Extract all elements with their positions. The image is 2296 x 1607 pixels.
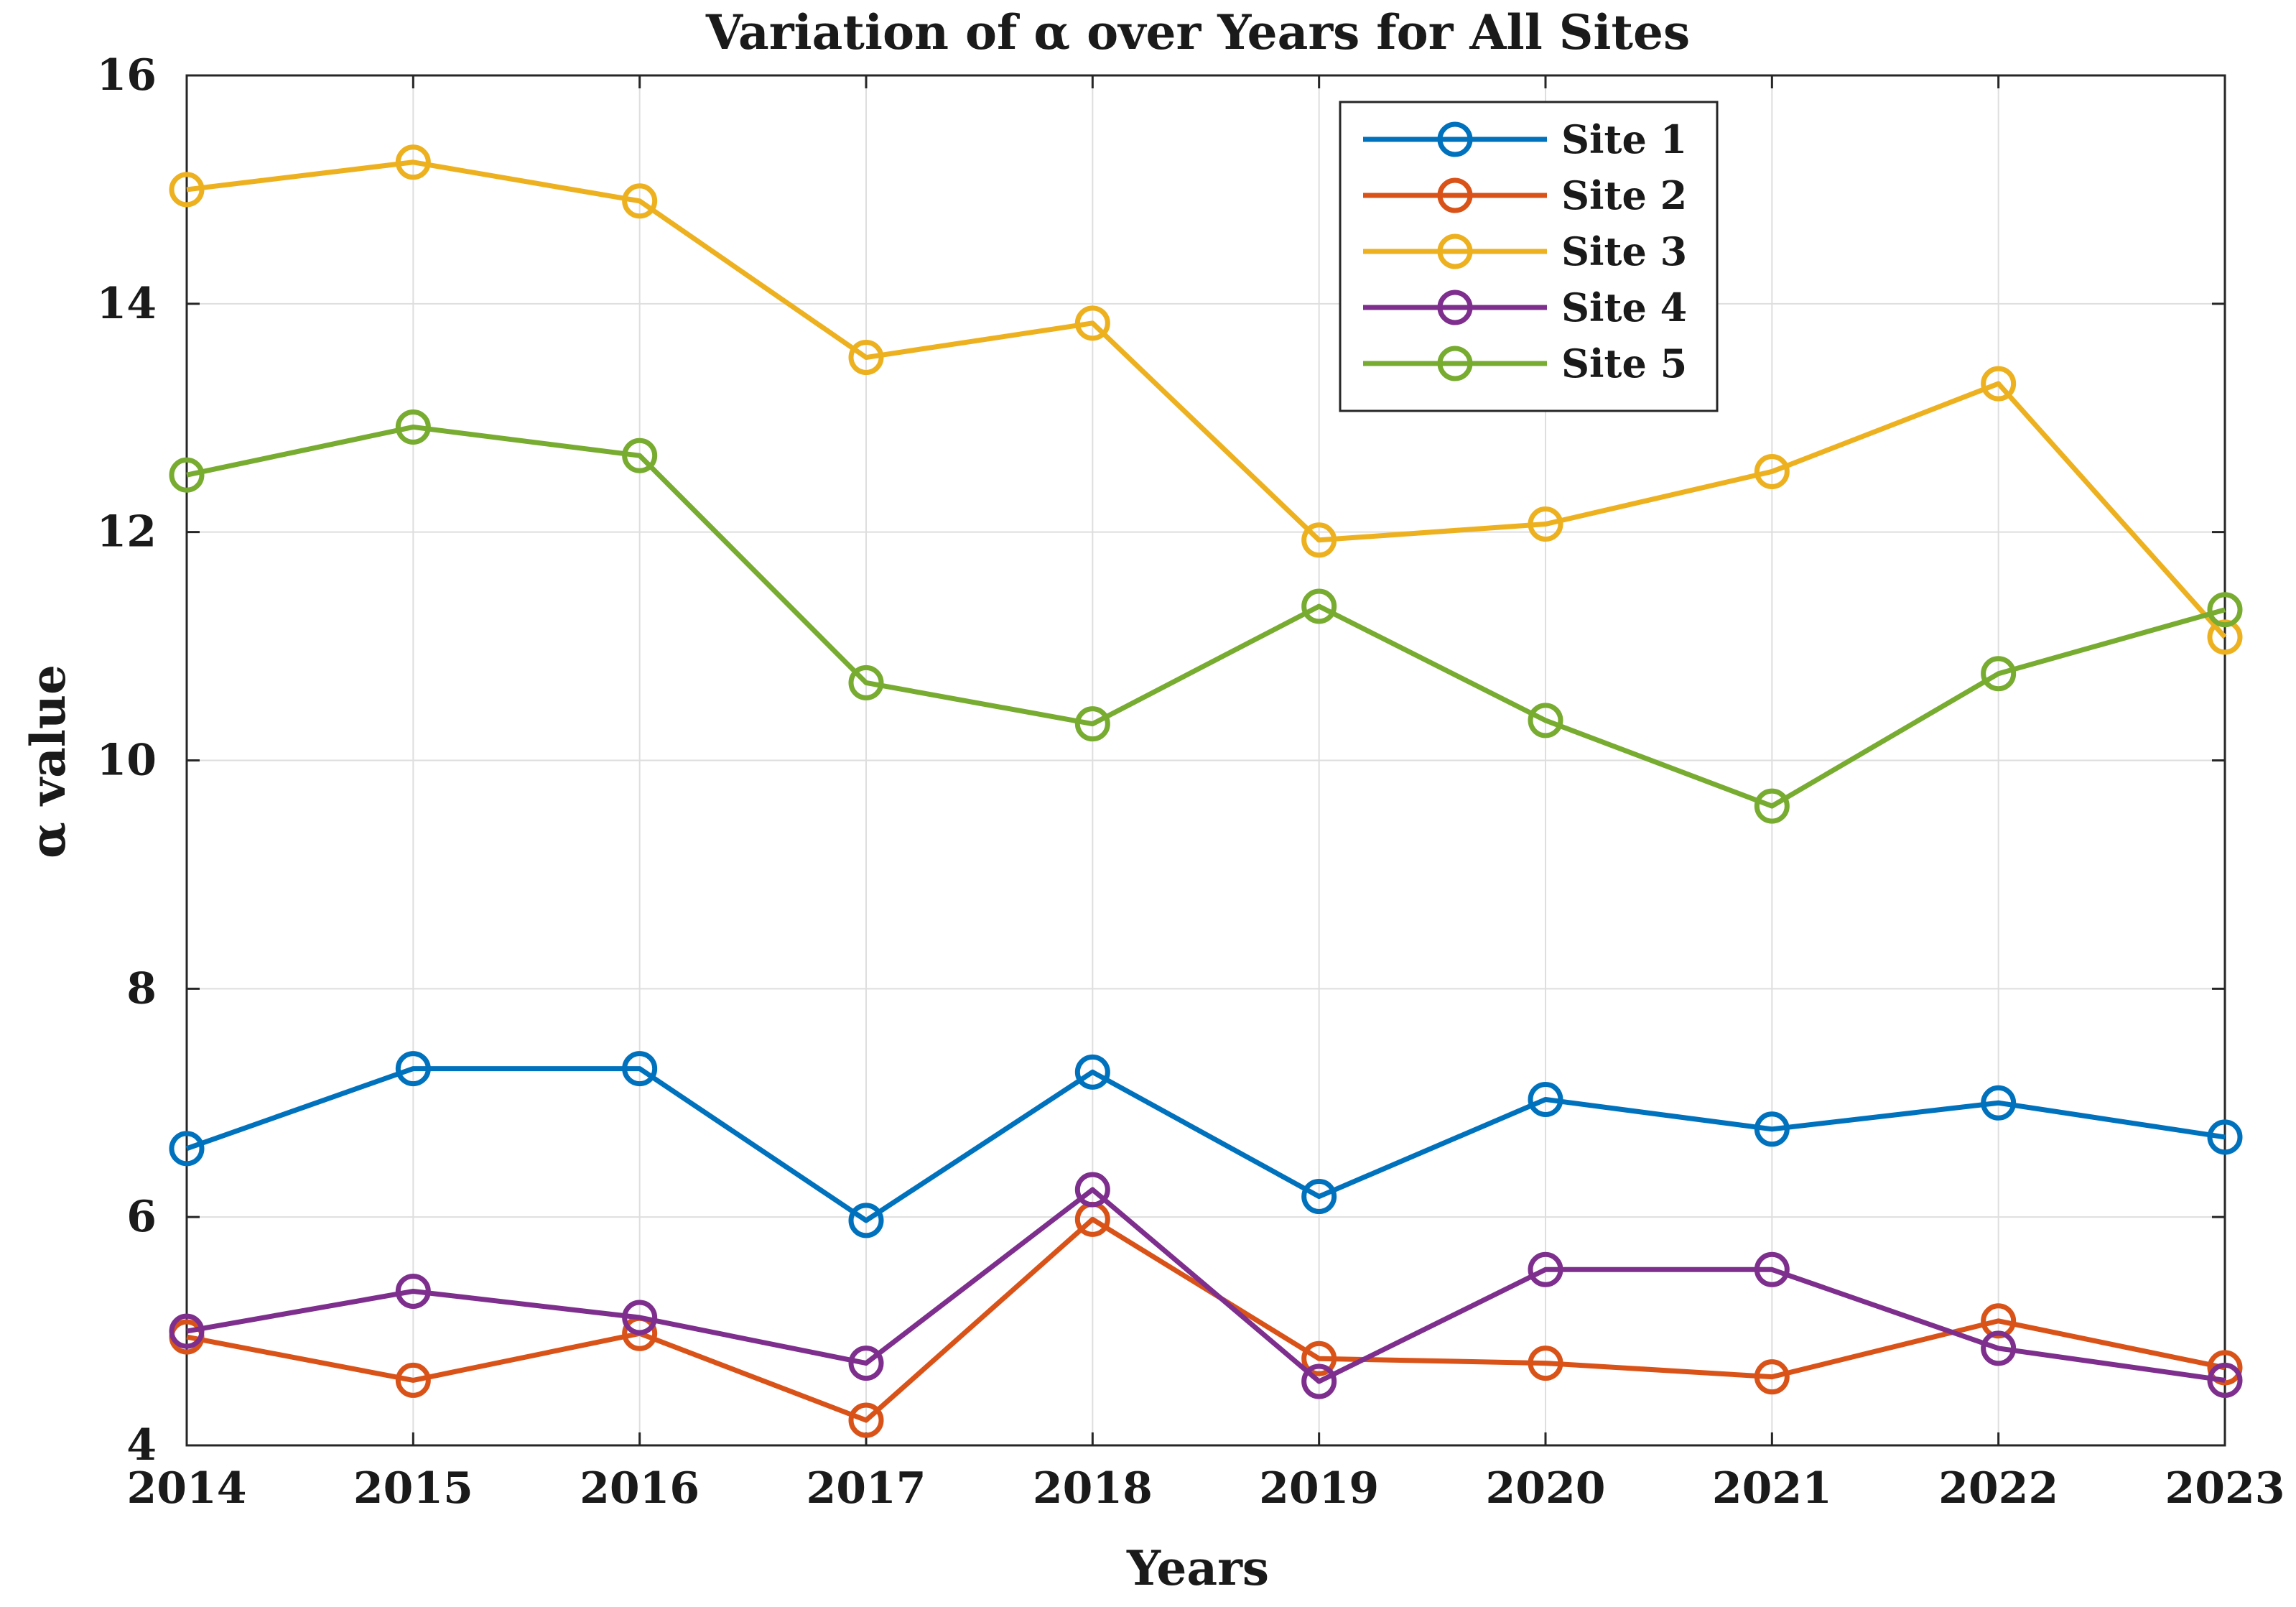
legend-item: Site 1 (1363, 116, 1687, 162)
legend-box (1339, 101, 1719, 412)
y-tick-label: 6 (126, 1192, 157, 1242)
data-point-marker (1528, 506, 1563, 542)
data-point-marker (1301, 1179, 1337, 1215)
chart-title: Variation of α over Years for All Sites (705, 4, 1690, 60)
legend-marker (1437, 121, 1473, 157)
legend-item: Site 3 (1363, 228, 1687, 274)
legend-label: Site 2 (1561, 172, 1687, 218)
y-tick-label: 16 (97, 50, 157, 101)
data-point-marker (2207, 619, 2243, 655)
legend-label: Site 1 (1561, 116, 1687, 162)
data-point-marker (169, 172, 205, 208)
data-point-marker (1754, 1251, 1790, 1287)
data-point-marker (169, 457, 205, 493)
y-tick-label: 14 (97, 279, 157, 329)
series-4 (169, 1172, 2243, 1399)
x-tick-label: 2019 (1259, 1463, 1379, 1514)
data-point-marker (395, 1051, 431, 1087)
y-tick-label: 10 (97, 736, 157, 786)
data-point-marker (1981, 1303, 2017, 1339)
series-2 (169, 1201, 2243, 1438)
series-lines (169, 144, 2243, 1438)
data-point-marker (1754, 453, 1790, 489)
x-tick-label: 2015 (353, 1463, 473, 1514)
data-point-marker (169, 1313, 205, 1349)
legend-label: Site 5 (1561, 341, 1687, 386)
data-point-marker (2207, 1350, 2243, 1386)
y-axis-label: α value (20, 664, 76, 858)
legend-item: Site 4 (1363, 284, 1687, 330)
data-point-marker (1301, 1363, 1337, 1399)
data-point-marker (848, 664, 884, 700)
data-point-marker (395, 409, 431, 445)
legend-marker (1437, 346, 1473, 381)
legend-marker (1437, 290, 1473, 325)
data-point-marker (395, 1362, 431, 1398)
data-point-marker (1074, 1054, 1110, 1090)
data-point-marker (395, 1273, 431, 1309)
legend-label: Site 3 (1561, 228, 1687, 274)
data-point-marker (1301, 1340, 1337, 1376)
x-axis-ticks: 2014 2015 2016 2017 2018 2019 2020 2021 2022 2023 (127, 75, 2285, 1514)
x-tick-label: 2023 (2165, 1463, 2285, 1514)
series-line (186, 1216, 2226, 1423)
data-point-marker (1981, 1330, 2017, 1366)
data-point-marker (622, 1300, 658, 1335)
data-point-marker (1981, 1085, 2017, 1121)
data-point-marker (2207, 1119, 2243, 1155)
y-tick-label: 12 (97, 507, 157, 557)
data-point-marker (848, 340, 884, 376)
data-point-marker (1528, 1081, 1563, 1117)
legend-item: Site 2 (1363, 172, 1687, 218)
x-tick-label: 2016 (580, 1463, 700, 1514)
series-line (186, 424, 2226, 809)
data-point-marker (1981, 366, 2017, 402)
data-point-marker (1074, 1172, 1110, 1208)
data-point-marker (1528, 1251, 1563, 1287)
series-5 (169, 409, 2243, 824)
y-tick-label: 8 (126, 963, 157, 1014)
x-tick-label: 2022 (1938, 1463, 2058, 1514)
series-line (186, 1187, 2226, 1384)
data-point-marker (848, 1402, 884, 1438)
legend: Site 1 Site 2 Site 3 Site 4 Site 5 (1339, 101, 1719, 412)
data-point-marker (848, 1203, 884, 1238)
data-point-marker (1528, 1346, 1563, 1381)
series-3 (169, 144, 2243, 655)
legend-marker (1437, 233, 1473, 269)
x-tick-label: 2020 (1486, 1463, 1606, 1514)
series-line (185, 1066, 2226, 1223)
data-point-marker (1074, 706, 1110, 742)
data-point-marker (622, 1051, 658, 1087)
data-point-marker (169, 1131, 205, 1167)
legend-item: Site 5 (1363, 341, 1687, 386)
data-point-marker (1074, 305, 1110, 341)
data-point-marker (1528, 703, 1563, 738)
y-axis-ticks: 4 6 8 10 12 14 16 (97, 50, 2225, 1471)
legend-marker (1437, 177, 1473, 213)
legend-label: Site 4 (1561, 284, 1687, 330)
data-point-marker (848, 1346, 884, 1381)
data-point-marker (1754, 1111, 1790, 1147)
data-point-marker (1981, 656, 2017, 692)
data-point-marker (395, 144, 431, 180)
x-tick-label: 2018 (1033, 1463, 1153, 1514)
data-point-marker (2207, 592, 2243, 628)
data-point-marker (2207, 1362, 2243, 1398)
series-1 (169, 1051, 2243, 1238)
y-tick-label: 4 (126, 1420, 157, 1471)
x-axis-label: Years (1126, 1540, 1269, 1596)
data-point-marker (1754, 1359, 1790, 1395)
data-point-marker (1754, 788, 1790, 824)
data-point-marker (1301, 588, 1337, 624)
series-line (186, 159, 2227, 639)
x-tick-label: 2014 (127, 1463, 247, 1514)
data-point-marker (622, 183, 658, 219)
data-point-marker (622, 437, 658, 473)
data-point-marker (1301, 522, 1337, 558)
x-tick-label: 2017 (807, 1463, 926, 1514)
x-tick-label: 2021 (1712, 1463, 1832, 1514)
